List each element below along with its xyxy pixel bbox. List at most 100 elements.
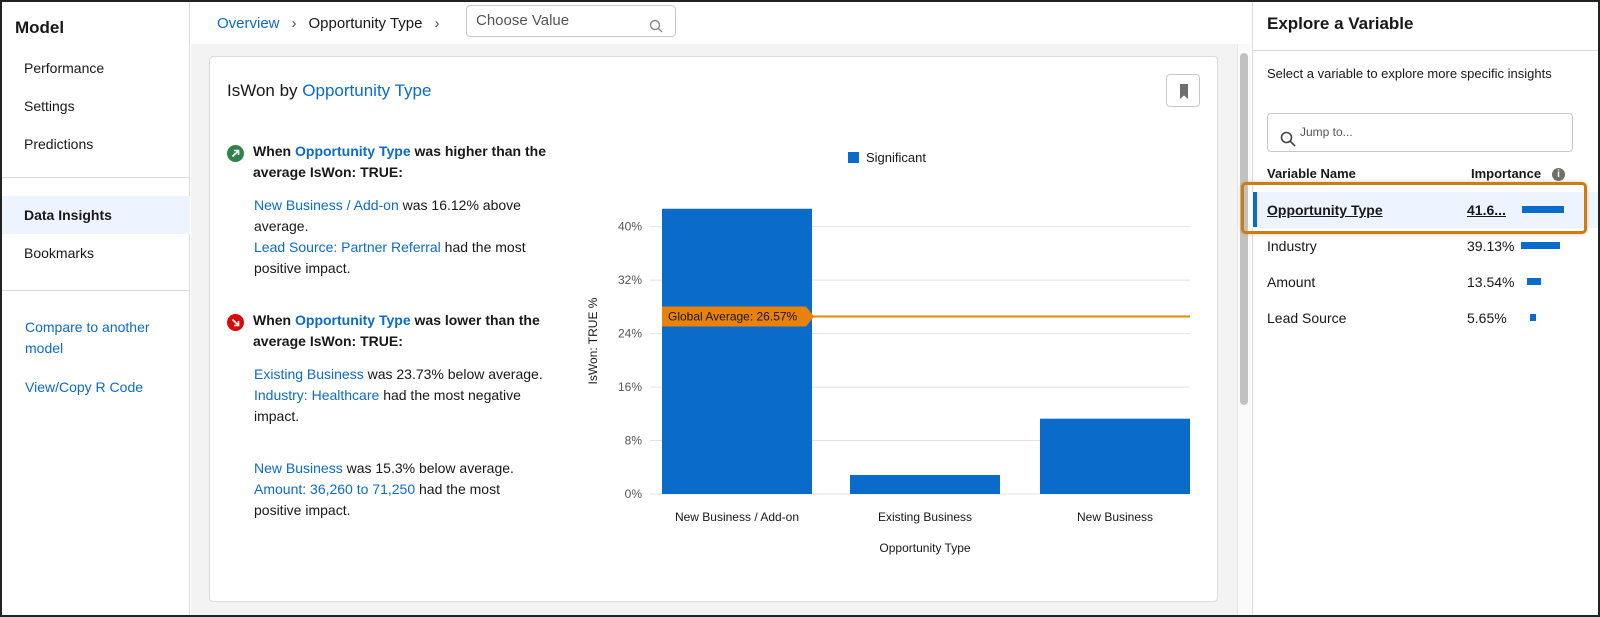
- breadcrumb-current: Opportunity Type: [308, 14, 423, 32]
- lower-insight-body-2: New Business was 15.3% below average. Am…: [254, 458, 544, 521]
- importance-bar: [1522, 206, 1564, 213]
- y-tick-label: 16%: [618, 380, 642, 394]
- variable-row-industry[interactable]: Industry 39.13%: [1252, 228, 1598, 264]
- explore-panel: [1252, 2, 1598, 615]
- jump-to-input[interactable]: Jump to...: [1267, 113, 1573, 152]
- nav-divider: [2, 177, 190, 178]
- search-icon: [1280, 125, 1296, 162]
- bar-existing-business: [850, 475, 1000, 494]
- y-tick-label: 0%: [625, 487, 643, 501]
- card-title: IsWon by Opportunity Type: [227, 81, 431, 101]
- variable-importance: 41.6...: [1467, 202, 1506, 218]
- variable-importance: 5.65%: [1467, 310, 1507, 326]
- importance-bar: [1521, 242, 1560, 249]
- higher-insight-heading: When Opportunity Type was higher than th…: [253, 141, 553, 183]
- insight-text: had the most positive impact.: [254, 481, 500, 518]
- breadcrumb: Overview › Opportunity Type ›: [217, 12, 451, 34]
- insight-text: was 15.3% below average.: [346, 460, 514, 476]
- insight-link[interactable]: Existing Business: [254, 366, 364, 382]
- y-tick-label: 40%: [618, 220, 642, 234]
- variable-name[interactable]: Amount: [1267, 274, 1316, 290]
- y-axis-label: IsWon: TRUE %: [586, 297, 600, 384]
- arrow-down-right-icon: [227, 314, 244, 331]
- nav-item-data-insights[interactable]: Data Insights: [2, 196, 190, 234]
- heading-text: When: [253, 143, 292, 159]
- nav-divider: [2, 290, 190, 291]
- choose-value-input[interactable]: Choose Value: [466, 5, 676, 37]
- global-average-tag: [662, 306, 814, 327]
- insight-text: was 23.73% below average.: [367, 366, 543, 382]
- global-average-label: Global Average: 26.57%: [668, 309, 798, 323]
- column-header-importance: Importance: [1471, 166, 1542, 181]
- importance-bar: [1527, 278, 1541, 285]
- heading-link[interactable]: Opportunity Type: [295, 143, 411, 159]
- insight-link[interactable]: Industry: Healthcare: [254, 387, 380, 403]
- selection-accent: [1253, 192, 1257, 227]
- insight-text: had the most positive impact.: [254, 239, 526, 276]
- insight-link[interactable]: Lead Source: Partner Referral: [254, 239, 441, 255]
- variable-name[interactable]: Opportunity Type: [1267, 202, 1383, 218]
- jump-to-placeholder: Jump to...: [1300, 125, 1353, 139]
- heading-text: was lower than the average IsWon: TRUE:: [253, 312, 540, 349]
- chart-reference-line: Global Average: 26.57%: [662, 306, 1190, 327]
- nav-title: Model: [15, 18, 65, 37]
- view-r-code-link[interactable]: View/Copy R Code: [25, 379, 144, 395]
- bookmark-icon: [1180, 84, 1188, 99]
- insight-link[interactable]: Amount: 36,260 to 71,250: [254, 481, 416, 497]
- legend-label: Significant: [866, 150, 926, 165]
- variable-importance: 39.13%: [1467, 238, 1515, 254]
- lower-insight-body: Existing Business was 23.73% below avera…: [254, 364, 544, 427]
- lower-insight-heading: When Opportunity Type was lower than the…: [253, 310, 553, 352]
- nav-item-bookmarks[interactable]: Bookmarks: [24, 245, 95, 261]
- insight-text: had the most negative impact.: [254, 387, 521, 424]
- search-icon: [649, 14, 663, 44]
- card-title-link[interactable]: Opportunity Type: [302, 81, 432, 100]
- variable-row-amount[interactable]: Amount 13.54%: [1252, 264, 1598, 300]
- legend-swatch: [848, 152, 859, 163]
- chart-bars: New Business / Add-on Existing Business Ne…: [662, 208, 1190, 524]
- bar-new-business-add-on: [662, 208, 812, 495]
- variable-row-opportunity-type[interactable]: Opportunity Type 41.6...: [1252, 192, 1598, 228]
- card-title-prefix: IsWon by: [227, 81, 298, 100]
- chevron-right-icon: ›: [434, 14, 440, 32]
- x-axis-label: Opportunity Type: [879, 541, 970, 555]
- heading-text: When: [253, 312, 292, 328]
- chevron-right-icon: ›: [291, 14, 297, 32]
- y-tick-label: 32%: [618, 273, 642, 287]
- panel-divider: [1252, 50, 1598, 51]
- variable-importance: 13.54%: [1467, 274, 1515, 290]
- bar-new-business: [1040, 418, 1190, 494]
- x-tick-label: New Business: [1077, 510, 1153, 524]
- arrow-up-right-icon: [227, 145, 244, 162]
- nav-item-settings[interactable]: Settings: [24, 98, 75, 114]
- nav-item-predictions[interactable]: Predictions: [24, 136, 94, 152]
- scrollbar-thumb[interactable]: [1240, 53, 1248, 405]
- insight-text: was 16.12% above average.: [254, 197, 521, 234]
- column-header-variable: Variable Name: [1267, 166, 1356, 181]
- choose-value-placeholder: Choose Value: [476, 12, 570, 29]
- variable-name[interactable]: Industry: [1267, 238, 1317, 254]
- left-nav: Model Performance Settings Predictions D…: [2, 2, 190, 615]
- y-tick-label: 8%: [625, 434, 643, 448]
- y-tick-label: 24%: [618, 327, 642, 341]
- x-tick-label: New Business / Add-on: [675, 510, 799, 524]
- insight-link[interactable]: New Business: [254, 460, 343, 476]
- explore-title: Explore a Variable: [1267, 14, 1414, 33]
- breadcrumb-overview[interactable]: Overview: [217, 14, 280, 32]
- compare-model-link[interactable]: Compare to another model: [25, 319, 150, 356]
- importance-bar: [1530, 314, 1536, 321]
- nav-item-performance[interactable]: Performance: [24, 60, 105, 76]
- heading-text: was higher than the average IsWon: TRUE:: [253, 143, 546, 180]
- explore-description: Select a variable to explore more specif…: [1267, 66, 1552, 81]
- variable-name[interactable]: Lead Source: [1267, 310, 1347, 326]
- higher-insight-body: New Business / Add-on was 16.12% above a…: [254, 195, 544, 279]
- chart-legend: Significant: [848, 150, 926, 165]
- heading-link[interactable]: Opportunity Type: [295, 312, 411, 328]
- variable-row-lead-source[interactable]: Lead Source 5.65%: [1252, 300, 1598, 336]
- bookmark-button[interactable]: [1166, 74, 1200, 107]
- insight-link[interactable]: New Business / Add-on: [254, 197, 399, 213]
- info-icon[interactable]: i: [1552, 168, 1565, 181]
- x-tick-label: Existing Business: [878, 510, 972, 524]
